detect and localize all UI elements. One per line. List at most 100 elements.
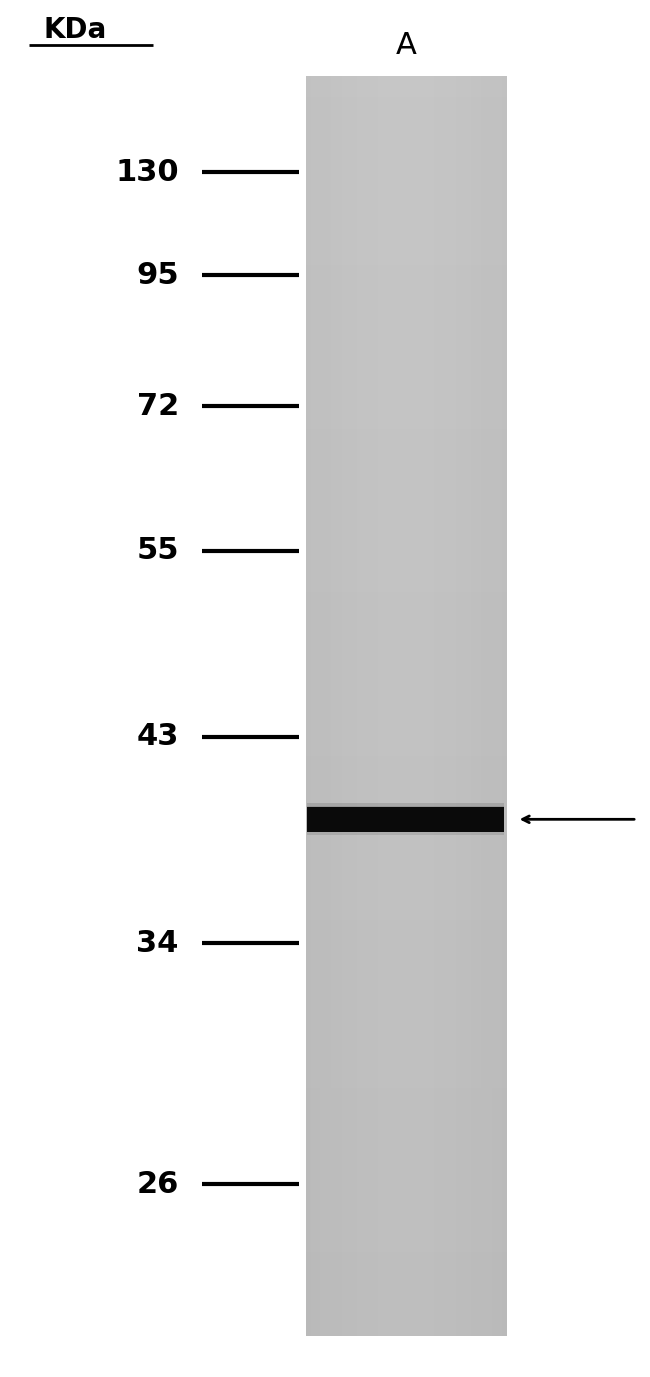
Bar [306, 286, 507, 291]
Bar [313, 76, 315, 1336]
Bar [421, 76, 422, 1336]
Bar [306, 370, 507, 375]
Bar [488, 76, 489, 1336]
Bar [306, 475, 507, 479]
Bar [306, 1159, 507, 1164]
Bar [306, 348, 507, 353]
Bar [306, 432, 507, 437]
Bar [306, 1063, 507, 1067]
Bar [306, 1168, 507, 1172]
Bar [493, 76, 495, 1336]
Bar [306, 891, 507, 895]
Bar [401, 76, 402, 1336]
Bar [306, 916, 507, 920]
Bar [306, 471, 507, 475]
Bar [306, 516, 507, 521]
Bar [306, 332, 507, 336]
Bar [306, 1192, 507, 1197]
Bar [328, 76, 330, 1336]
Bar [350, 76, 351, 1336]
Bar [369, 76, 370, 1336]
Bar [306, 1139, 507, 1143]
Bar [445, 76, 447, 1336]
Bar [306, 781, 507, 785]
Bar [362, 76, 363, 1336]
Bar [306, 147, 507, 151]
Bar [306, 1143, 507, 1147]
Bar [454, 76, 456, 1336]
Bar [306, 496, 507, 500]
Text: KDa: KDa [43, 17, 107, 44]
Bar [306, 688, 507, 693]
Bar [306, 437, 507, 441]
Bar [306, 576, 507, 580]
Bar [452, 76, 453, 1336]
Bar [306, 1205, 507, 1210]
Bar [433, 76, 434, 1336]
Bar [306, 525, 507, 529]
Bar [306, 790, 507, 795]
Bar [306, 668, 507, 672]
Bar [306, 887, 507, 891]
Bar [306, 1016, 507, 1020]
Bar [382, 76, 384, 1336]
Bar [309, 76, 311, 1336]
Bar [306, 391, 507, 395]
Bar [306, 1201, 507, 1205]
Bar [306, 844, 507, 848]
Bar [330, 76, 331, 1336]
Bar [377, 76, 378, 1336]
Bar [306, 676, 507, 680]
Bar [338, 76, 339, 1336]
Bar [306, 357, 507, 361]
Bar [306, 748, 507, 752]
Bar [306, 1252, 507, 1256]
Bar [315, 76, 317, 1336]
Bar [449, 76, 450, 1336]
Bar [306, 1084, 507, 1088]
Bar [306, 928, 507, 932]
Bar [444, 76, 445, 1336]
Bar [306, 324, 507, 328]
Bar [306, 252, 507, 256]
Bar [306, 248, 507, 252]
Bar [306, 361, 507, 365]
Bar [405, 76, 406, 1336]
Bar [306, 533, 507, 538]
Bar [306, 672, 507, 676]
Bar [306, 538, 507, 543]
Bar [306, 281, 507, 286]
Bar [402, 76, 404, 1336]
Bar [306, 819, 507, 823]
Bar [472, 76, 473, 1336]
Bar [306, 295, 507, 299]
Bar [306, 1303, 507, 1307]
Bar [428, 76, 429, 1336]
Bar [343, 76, 344, 1336]
Bar [306, 647, 507, 651]
Bar [503, 76, 504, 1336]
Bar [306, 1276, 507, 1281]
Bar [366, 76, 367, 1336]
Bar [468, 76, 469, 1336]
Bar [306, 454, 507, 459]
Bar [413, 76, 414, 1336]
Bar [306, 1215, 507, 1219]
Bar [306, 706, 507, 711]
Bar [306, 945, 507, 949]
Bar [306, 1239, 507, 1243]
Bar [306, 1235, 507, 1239]
Bar [400, 76, 401, 1336]
Bar [440, 76, 441, 1336]
Bar [389, 76, 390, 1336]
Bar [306, 420, 507, 424]
Bar [306, 1180, 507, 1184]
Bar [448, 76, 449, 1336]
Bar [465, 76, 467, 1336]
Bar [306, 492, 507, 496]
Bar [394, 76, 395, 1336]
Bar [387, 76, 389, 1336]
Bar [306, 940, 507, 945]
Bar [306, 613, 507, 617]
Bar [460, 76, 462, 1336]
